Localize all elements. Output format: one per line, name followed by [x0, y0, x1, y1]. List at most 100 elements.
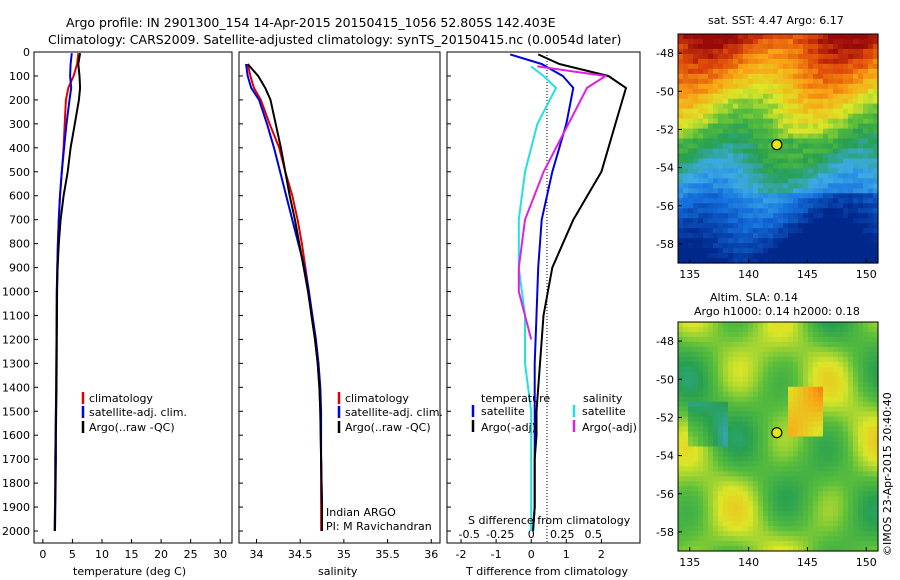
map-cell — [763, 168, 769, 174]
map-cell — [803, 198, 809, 204]
map-cell — [698, 93, 704, 100]
map-cell — [873, 536, 879, 542]
map-cell — [858, 103, 864, 110]
map-cell — [763, 396, 769, 403]
map-cell — [793, 118, 799, 125]
map-cell — [693, 143, 699, 150]
map-cell — [863, 238, 869, 244]
map-cell — [843, 188, 849, 194]
map-cell — [788, 451, 794, 458]
map-cell — [788, 441, 794, 448]
map-cell — [773, 501, 779, 507]
map-cell — [743, 158, 749, 165]
map-cell — [868, 481, 874, 487]
map-cell — [743, 183, 749, 189]
map-cell — [863, 248, 869, 254]
map-cell — [723, 396, 729, 403]
map-cell — [728, 208, 734, 214]
map-cell — [678, 68, 684, 75]
map-cell — [683, 381, 689, 388]
map-cell — [793, 496, 799, 502]
map-cell — [853, 248, 859, 254]
map-cell — [793, 83, 799, 90]
map-cell — [838, 243, 844, 249]
map-cell — [703, 208, 709, 214]
map-cell — [728, 341, 734, 348]
map-cell — [763, 38, 769, 45]
map-cell — [783, 183, 789, 189]
map-cell — [798, 406, 804, 413]
map-cell — [848, 386, 854, 393]
map-cell — [718, 48, 724, 55]
map-cell — [828, 381, 834, 388]
map-cell — [723, 123, 729, 130]
map-cell — [748, 133, 754, 140]
map-cell — [708, 351, 714, 358]
map-cell — [763, 356, 769, 363]
map-cell — [833, 381, 839, 388]
map-cell — [803, 451, 809, 458]
map-cell — [768, 68, 774, 75]
map-cell — [733, 496, 739, 502]
map-cell — [813, 366, 819, 373]
legend-label-climatology: climatology — [89, 392, 153, 405]
map-cell — [858, 491, 864, 497]
map-cell — [858, 208, 864, 214]
map-cell — [743, 441, 749, 448]
map-cell — [823, 376, 829, 383]
map-cell — [853, 158, 859, 165]
map-cell — [683, 461, 689, 467]
map-cell — [678, 163, 684, 170]
map-cell — [838, 331, 844, 338]
map-cell — [838, 228, 844, 234]
map-cell — [783, 486, 789, 492]
map-cell — [793, 48, 799, 55]
salinity-x-ticks: 34 34.5 35 35.5 36 — [249, 539, 438, 561]
map-cell — [773, 248, 779, 254]
map-cell — [738, 138, 744, 145]
map-cell — [728, 526, 734, 532]
map-cell — [798, 198, 804, 204]
map-cell — [858, 436, 864, 443]
map-cell — [813, 178, 819, 184]
map-cell — [813, 476, 819, 482]
map-cell — [748, 531, 754, 537]
map-cell — [693, 386, 699, 393]
map-cell — [753, 208, 759, 214]
map-cell — [863, 38, 869, 45]
legend-label-s-satellite: satellite — [582, 405, 626, 418]
map-cell — [873, 233, 879, 239]
map-cell — [873, 546, 879, 552]
map-cell — [703, 461, 709, 467]
map-cell — [763, 466, 769, 472]
map-cell — [838, 88, 844, 95]
map-cell — [728, 113, 734, 120]
map-cell — [858, 391, 864, 398]
map-cell — [803, 401, 809, 408]
map-cell — [733, 476, 739, 482]
depth-tick-label: 1300 — [2, 357, 30, 370]
map-cell — [798, 203, 804, 209]
map-cell — [848, 48, 854, 55]
map-cell — [833, 163, 839, 170]
map-cell — [678, 63, 684, 70]
map-cell — [793, 243, 799, 249]
map-cell — [828, 213, 834, 219]
map-cell — [813, 118, 819, 125]
map-cell — [823, 203, 829, 209]
map-cell — [783, 98, 789, 105]
map-cell — [743, 173, 749, 179]
map-cell — [683, 38, 689, 45]
map-cell — [853, 356, 859, 363]
map-cell — [803, 43, 809, 50]
map-cell — [723, 546, 729, 552]
lon-tick-label: 135 — [679, 556, 700, 569]
map-cell — [678, 511, 684, 517]
map-cell — [733, 203, 739, 209]
map-cell — [773, 73, 779, 80]
map-cell — [753, 158, 759, 165]
map-cell — [743, 68, 749, 75]
map-cell — [683, 113, 689, 120]
map-cell — [758, 34, 764, 40]
map-cell — [768, 158, 774, 165]
